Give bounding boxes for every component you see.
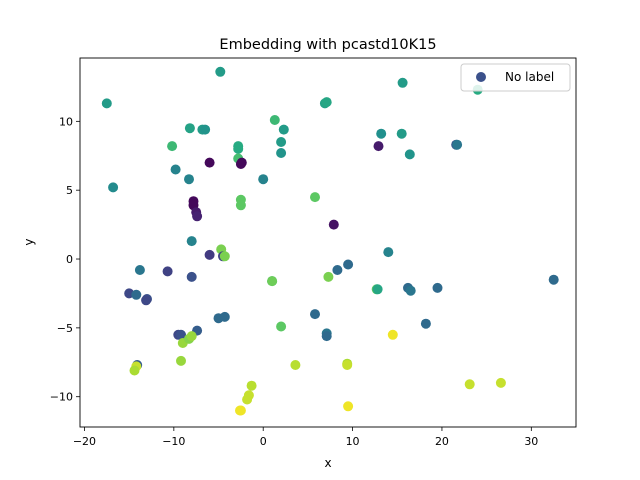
data-point: [328, 219, 339, 230]
data-point: [192, 211, 203, 222]
y-tick-label: −10: [50, 391, 73, 404]
chart-title: Embedding with pcastd10K15: [219, 37, 436, 53]
data-point: [141, 295, 152, 306]
x-tick-label: −20: [73, 435, 96, 448]
data-point: [186, 271, 197, 282]
data-point: [184, 174, 194, 185]
points-layer: [101, 66, 559, 416]
data-point: [396, 128, 407, 139]
x-tick-label: 20: [435, 435, 449, 448]
data-point: [219, 251, 230, 262]
data-point: [131, 289, 142, 300]
data-point: [134, 265, 145, 275]
data-point: [200, 124, 211, 135]
data-point: [548, 274, 559, 285]
legend-marker: [476, 72, 486, 82]
data-point: [108, 182, 119, 193]
data-point: [235, 159, 246, 169]
data-point: [129, 365, 140, 376]
data-point: [376, 128, 387, 139]
data-point: [387, 329, 398, 340]
legend-label: No label: [505, 70, 554, 84]
data-point: [278, 124, 289, 135]
legend: No label: [460, 63, 571, 92]
x-tick-label: 0: [260, 435, 267, 448]
data-point: [310, 192, 320, 203]
data-point: [242, 394, 253, 405]
x-tick-label: −10: [162, 435, 185, 448]
data-point: [204, 249, 215, 260]
data-point: [397, 77, 408, 88]
data-point: [176, 329, 186, 340]
data-point: [167, 141, 178, 152]
data-point: [321, 97, 332, 108]
data-point: [186, 331, 197, 342]
data-point: [420, 318, 431, 329]
data-point: [464, 379, 475, 390]
data-point: [204, 157, 215, 168]
data-point: [276, 148, 287, 158]
x-axis-ticks: −20 −10 0 10 20 30: [73, 427, 538, 448]
data-point: [176, 355, 186, 366]
data-point: [373, 141, 384, 152]
data-point: [323, 271, 334, 282]
x-tick-label: 30: [524, 435, 538, 448]
data-point: [235, 200, 246, 211]
y-tick-label: 10: [59, 115, 73, 128]
data-point: [170, 164, 181, 175]
data-point: [276, 137, 287, 147]
data-point: [184, 123, 195, 134]
plot-frame: [79, 57, 577, 428]
data-point: [186, 236, 197, 247]
data-point: [432, 282, 443, 293]
y-axis-label: y: [22, 238, 36, 245]
data-point: [321, 331, 332, 342]
y-tick-label: 0: [66, 253, 73, 266]
data-point: [342, 360, 353, 370]
data-point: [246, 380, 257, 391]
data-point: [162, 266, 173, 277]
y-axis-ticks: −10 −5 0 5 10: [50, 115, 80, 404]
data-point: [269, 115, 280, 125]
legend-box: [460, 63, 571, 92]
data-point: [219, 311, 230, 322]
data-point: [276, 321, 287, 332]
data-point: [383, 247, 394, 258]
y-tick-label: −5: [57, 322, 73, 335]
data-point: [233, 143, 244, 154]
data-point: [332, 265, 343, 275]
data-point: [343, 401, 354, 412]
data-point: [215, 66, 226, 77]
data-point: [404, 149, 415, 160]
data-point: [495, 377, 506, 388]
data-point: [290, 360, 301, 370]
data-point: [310, 309, 320, 320]
y-tick-label: 5: [66, 184, 73, 197]
data-point: [258, 174, 269, 185]
data-point: [452, 139, 463, 150]
x-axis-label: x: [324, 456, 331, 470]
data-point: [343, 259, 354, 270]
data-point: [235, 405, 245, 416]
data-point: [372, 284, 383, 295]
data-point: [405, 285, 416, 296]
data-point: [101, 98, 112, 109]
data-point: [267, 276, 278, 287]
x-tick-label: 10: [346, 435, 360, 448]
